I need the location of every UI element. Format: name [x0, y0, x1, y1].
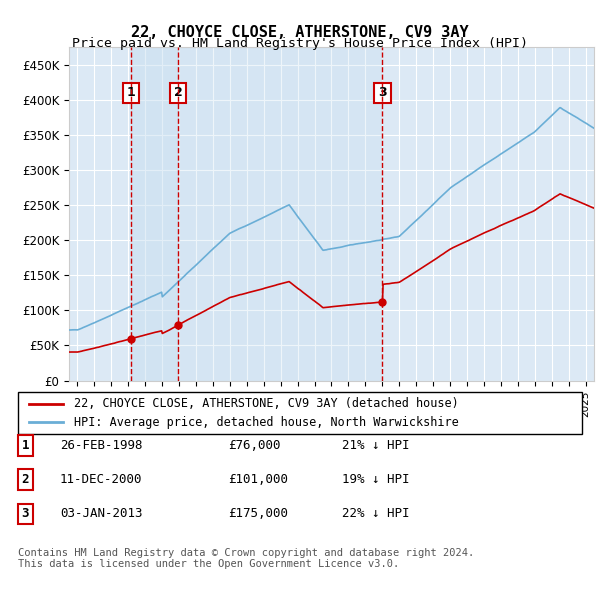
Text: HPI: Average price, detached house, North Warwickshire: HPI: Average price, detached house, Nort…: [74, 415, 459, 428]
Text: 3: 3: [22, 507, 29, 520]
Text: 03-JAN-2013: 03-JAN-2013: [60, 507, 143, 520]
Text: 21% ↓ HPI: 21% ↓ HPI: [342, 439, 409, 452]
Text: 1: 1: [22, 439, 29, 452]
Text: 26-FEB-1998: 26-FEB-1998: [60, 439, 143, 452]
Bar: [131, 47, 178, 381]
Text: £175,000: £175,000: [228, 507, 288, 520]
Text: 11-DEC-2000: 11-DEC-2000: [60, 473, 143, 486]
Text: 22% ↓ HPI: 22% ↓ HPI: [342, 507, 409, 520]
Text: Price paid vs. HM Land Registry's House Price Index (HPI): Price paid vs. HM Land Registry's House …: [72, 37, 528, 50]
Text: 19% ↓ HPI: 19% ↓ HPI: [342, 473, 409, 486]
Text: 22, CHOYCE CLOSE, ATHERSTONE, CV9 3AY (detached house): 22, CHOYCE CLOSE, ATHERSTONE, CV9 3AY (d…: [74, 398, 459, 411]
Text: 22, CHOYCE CLOSE, ATHERSTONE, CV9 3AY: 22, CHOYCE CLOSE, ATHERSTONE, CV9 3AY: [131, 25, 469, 40]
Text: Contains HM Land Registry data © Crown copyright and database right 2024.
This d: Contains HM Land Registry data © Crown c…: [18, 548, 474, 569]
Text: 3: 3: [378, 86, 387, 99]
Bar: [178, 47, 382, 381]
Text: £76,000: £76,000: [228, 439, 281, 452]
Text: 2: 2: [22, 473, 29, 486]
Text: 1: 1: [127, 86, 135, 99]
FancyBboxPatch shape: [18, 392, 582, 434]
Text: 2: 2: [173, 86, 182, 99]
Text: £101,000: £101,000: [228, 473, 288, 486]
